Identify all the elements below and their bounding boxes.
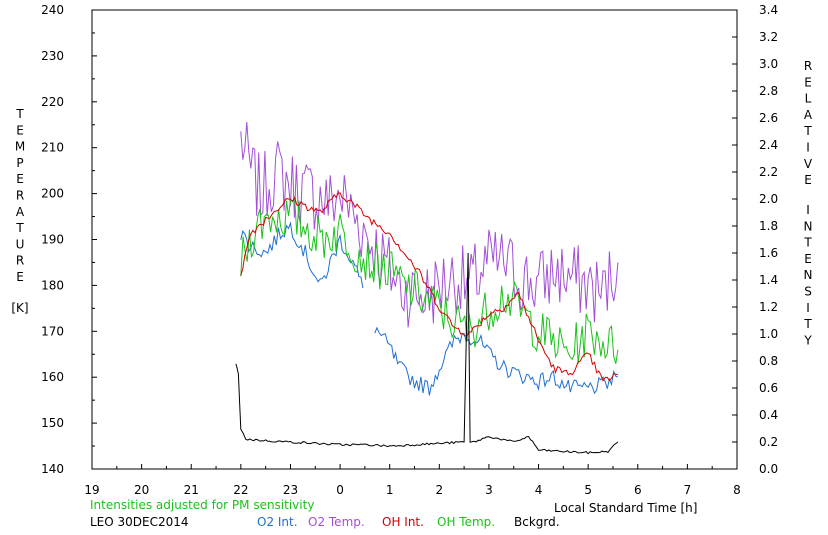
left-axis-label-letter: A: [16, 205, 25, 219]
series-line-o2-int: [240, 221, 364, 289]
series-line-o2-int: [374, 326, 619, 396]
left-axis-label-letter: R: [16, 189, 24, 203]
left-axis-label-letter: T: [15, 221, 24, 235]
right-tick-label: 0.8: [759, 354, 778, 368]
left-tick-label: 180: [41, 278, 64, 292]
x-tick-label: 2: [435, 483, 443, 497]
x-tick-label: 21: [184, 483, 199, 497]
left-tick-label: 140: [41, 462, 64, 476]
right-tick-label: 1.6: [759, 246, 778, 260]
left-axis-label-letter: R: [16, 254, 24, 268]
left-axis-label-letter: T: [15, 107, 24, 121]
right-axis-label-letter: N: [804, 268, 813, 282]
x-tick-label: 6: [634, 483, 642, 497]
right-tick-label: 3.4: [759, 3, 778, 17]
x-tick-label: 5: [584, 483, 592, 497]
right-axis-label-letter: T: [803, 236, 812, 250]
right-axis-label-letter: R: [804, 59, 812, 73]
x-tick-label: 20: [134, 483, 149, 497]
right-tick-label: 1.2: [759, 300, 778, 314]
right-tick-label: 1.0: [759, 327, 778, 341]
left-tick-label: 170: [41, 324, 64, 338]
right-tick-label: 0.2: [759, 435, 778, 449]
right-axis-label-letter: S: [804, 285, 812, 299]
right-tick-label: 0.4: [759, 408, 778, 422]
left-axis-label-letter: U: [16, 237, 25, 251]
right-tick-label: 2.2: [759, 165, 778, 179]
x-axis-label: Local Standard Time [h]: [554, 501, 697, 515]
series-line-oh-temp: [240, 197, 619, 364]
legend-entry: Bckgrd.: [514, 515, 560, 529]
right-tick-label: 0.6: [759, 381, 778, 395]
right-axis-label-letter: I: [806, 141, 810, 155]
x-tick-label: 1: [386, 483, 394, 497]
right-axis-label-letter: E: [804, 75, 812, 89]
right-axis-label-letter: I: [806, 301, 810, 315]
right-axis-label-letter: E: [804, 173, 812, 187]
left-tick-label: 160: [41, 370, 64, 384]
sensitivity-note: Intensities adjusted for PM sensitivity: [90, 498, 314, 512]
left-axis-label-letter: E: [16, 270, 24, 284]
right-axis-label-letter: E: [804, 252, 812, 266]
left-tick-label: 190: [41, 233, 64, 247]
left-tick-label: 200: [41, 187, 64, 201]
left-tick-label: 240: [41, 3, 64, 17]
right-tick-label: 0.0: [759, 462, 778, 476]
right-axis-label-letter: N: [804, 219, 813, 233]
x-tick-label: 4: [535, 483, 543, 497]
series-line-oh-int: [240, 192, 618, 382]
left-axis-label-letter: E: [16, 172, 24, 186]
right-tick-label: 2.0: [759, 192, 778, 206]
left-tick-label: 220: [41, 95, 64, 109]
right-tick-label: 2.4: [759, 138, 778, 152]
right-axis-label-letter: T: [803, 124, 812, 138]
right-axis-label-letter: Y: [803, 333, 812, 347]
x-tick-label: 0: [336, 483, 344, 497]
x-tick-label: 7: [684, 483, 692, 497]
left-axis-label-letter: P: [16, 156, 23, 170]
series-line-bckgrd: [235, 252, 619, 455]
right-tick-label: 1.4: [759, 273, 778, 287]
x-tick-label: 19: [84, 483, 99, 497]
x-tick-label: 8: [733, 483, 741, 497]
left-axis-label-letter: M: [15, 140, 25, 154]
x-tick-label: 23: [283, 483, 298, 497]
right-axis-label-letter: A: [804, 108, 813, 122]
legend-entry: O2 Temp.: [308, 515, 365, 529]
legend-entry: O2 Int.: [257, 515, 298, 529]
right-tick-label: 1.8: [759, 219, 778, 233]
x-tick-label: 3: [485, 483, 493, 497]
x-tick-label: 22: [233, 483, 248, 497]
left-tick-label: 230: [41, 49, 64, 63]
left-axis-unit: [K]: [11, 301, 28, 315]
station-date-label: LEO 30DEC2014: [90, 515, 189, 529]
right-axis-label-letter: V: [804, 157, 813, 171]
right-tick-label: 2.6: [759, 111, 778, 125]
right-axis-label-letter: I: [806, 203, 810, 217]
series-line-o2-temp: [240, 121, 619, 328]
legend-entry: OH Int.: [382, 515, 424, 529]
right-axis-label-letter: L: [805, 92, 812, 106]
left-axis-label-letter: E: [16, 123, 24, 137]
plot-frame: [91, 9, 738, 470]
right-tick-label: 3.0: [759, 57, 778, 71]
left-tick-label: 210: [41, 141, 64, 155]
right-tick-label: 2.8: [759, 84, 778, 98]
right-axis-label-letter: T: [803, 317, 812, 331]
left-tick-label: 150: [41, 416, 64, 430]
right-tick-label: 3.2: [759, 30, 778, 44]
legend-entry: OH Temp.: [437, 515, 495, 529]
